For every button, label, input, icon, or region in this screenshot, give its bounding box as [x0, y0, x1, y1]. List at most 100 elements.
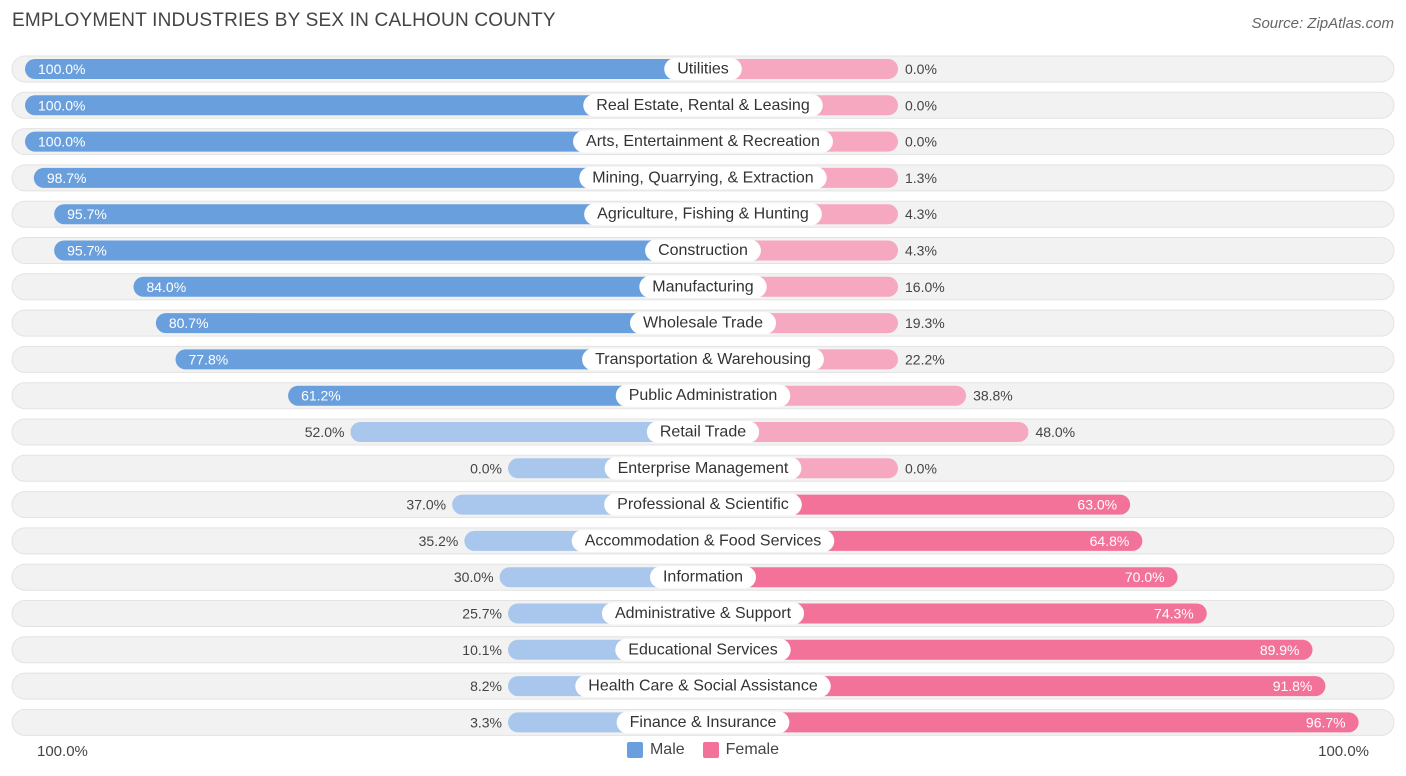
- male-value-label: 100.0%: [38, 134, 85, 150]
- female-value-label: 89.9%: [1260, 642, 1300, 658]
- male-value-label: 37.0%: [406, 497, 446, 513]
- female-value-label: 22.2%: [905, 351, 945, 367]
- male-bar: [133, 276, 704, 297]
- female-value-label: 16.0%: [905, 279, 945, 295]
- male-bar: [54, 204, 704, 225]
- female-value-label: 48.0%: [1035, 424, 1075, 440]
- category-label: Arts, Entertainment & Recreation: [586, 133, 820, 150]
- male-value-label: 80.7%: [169, 315, 209, 331]
- category-pill: [664, 58, 742, 80]
- legend-swatch-male: [626, 742, 643, 758]
- female-bar: [703, 712, 1359, 733]
- category-label: Mining, Quarrying, & Extraction: [592, 169, 813, 186]
- category-label: Construction: [658, 242, 748, 259]
- category-pill: [601, 602, 805, 625]
- female-value-label: 4.3%: [905, 206, 937, 222]
- source-note: Source: ZipAtlas.com: [1251, 15, 1394, 32]
- male-bar: [33, 167, 703, 188]
- female-bar: [703, 676, 1326, 697]
- legend-swatch-female: [702, 742, 719, 758]
- category-label: Professional & Scientific: [617, 496, 789, 513]
- category-label: Enterprise Management: [618, 460, 789, 477]
- category-pill: [639, 275, 767, 298]
- female-bar: [703, 603, 1207, 624]
- category-pill: [616, 711, 790, 734]
- legend-label-male: Male: [649, 741, 685, 758]
- female-value-label: 0.0%: [905, 61, 937, 77]
- female-value-label: 70.0%: [1125, 569, 1165, 585]
- female-value-label: 64.8%: [1090, 533, 1130, 549]
- category-label: Administrative & Support: [615, 605, 792, 622]
- male-bar: [25, 59, 703, 79]
- legend-item-male[interactable]: Male: [626, 741, 685, 759]
- category-label: Transportation & Warehousing: [595, 351, 811, 368]
- legend-item-female[interactable]: Female: [702, 741, 780, 759]
- female-bar: [703, 59, 898, 79]
- male-value-label: 8.2%: [470, 678, 502, 694]
- male-value-label: 100.0%: [38, 97, 85, 113]
- female-value-label: 63.0%: [1077, 497, 1117, 513]
- category-pill: [582, 348, 824, 371]
- male-value-label: 30.0%: [454, 569, 494, 585]
- category-pill: [604, 493, 802, 516]
- female-value-label: 0.0%: [905, 97, 937, 113]
- female-value-label: 0.0%: [905, 460, 937, 476]
- category-pill: [646, 421, 760, 443]
- male-value-label: 3.3%: [470, 714, 502, 730]
- female-value-label: 4.3%: [905, 243, 937, 259]
- male-value-label: 98.7%: [47, 170, 87, 186]
- male-value-label: 77.8%: [189, 351, 229, 367]
- male-value-label: 25.7%: [462, 606, 502, 622]
- category-label: Educational Services: [628, 641, 777, 658]
- category-label: Retail Trade: [660, 424, 746, 441]
- male-bar: [25, 95, 703, 116]
- chart-title: EMPLOYMENT INDUSTRIES BY SEX IN CALHOUN …: [12, 10, 556, 31]
- category-label: Real Estate, Rental & Leasing: [596, 97, 809, 114]
- category-label: Health Care & Social Assistance: [588, 678, 818, 695]
- category-label: Wholesale Trade: [643, 315, 763, 332]
- category-label: Agriculture, Fishing & Hunting: [597, 206, 809, 223]
- female-value-label: 38.8%: [973, 388, 1013, 404]
- axis-label-right: 100.0%: [1318, 743, 1369, 760]
- legend: Male Female: [0, 741, 1406, 759]
- female-value-label: 74.3%: [1154, 606, 1194, 622]
- female-bar: [703, 567, 1178, 588]
- category-pill: [583, 94, 823, 117]
- male-value-label: 95.7%: [67, 243, 107, 259]
- male-value-label: 100.0%: [38, 61, 85, 77]
- male-bar: [54, 240, 704, 261]
- male-bar: [288, 385, 703, 406]
- male-value-label: 35.2%: [419, 533, 459, 549]
- male-bar: [155, 313, 703, 334]
- category-pill: [573, 130, 833, 153]
- axis-label-left: 100.0%: [37, 743, 88, 760]
- category-label: Public Administration: [629, 387, 778, 404]
- female-value-label: 1.3%: [905, 170, 937, 186]
- female-value-label: 91.8%: [1273, 678, 1313, 694]
- male-value-label: 95.7%: [67, 206, 107, 222]
- category-pill: [584, 203, 822, 226]
- category-label: Accommodation & Food Services: [585, 532, 822, 549]
- category-pill: [629, 312, 777, 335]
- legend-label-female: Female: [725, 741, 780, 758]
- category-label: Information: [663, 569, 743, 586]
- male-value-label: 61.2%: [301, 388, 341, 404]
- male-bar: [25, 131, 703, 152]
- category-pill: [579, 166, 827, 189]
- female-value-label: 19.3%: [905, 315, 945, 331]
- category-pill: [649, 566, 757, 589]
- female-bar: [703, 422, 1029, 442]
- category-pill: [604, 457, 802, 480]
- category-label: Manufacturing: [652, 278, 753, 295]
- female-bar: [703, 639, 1313, 660]
- male-bar: [350, 422, 703, 442]
- category-pill: [615, 638, 791, 661]
- category-pill: [575, 675, 831, 698]
- female-bar: [703, 494, 1131, 515]
- category-label: Finance & Insurance: [630, 714, 777, 731]
- female-value-label: 96.7%: [1306, 714, 1346, 730]
- category-pill: [571, 529, 835, 552]
- male-bar: [175, 349, 704, 370]
- male-value-label: 0.0%: [470, 460, 502, 476]
- category-label: Utilities: [677, 61, 729, 78]
